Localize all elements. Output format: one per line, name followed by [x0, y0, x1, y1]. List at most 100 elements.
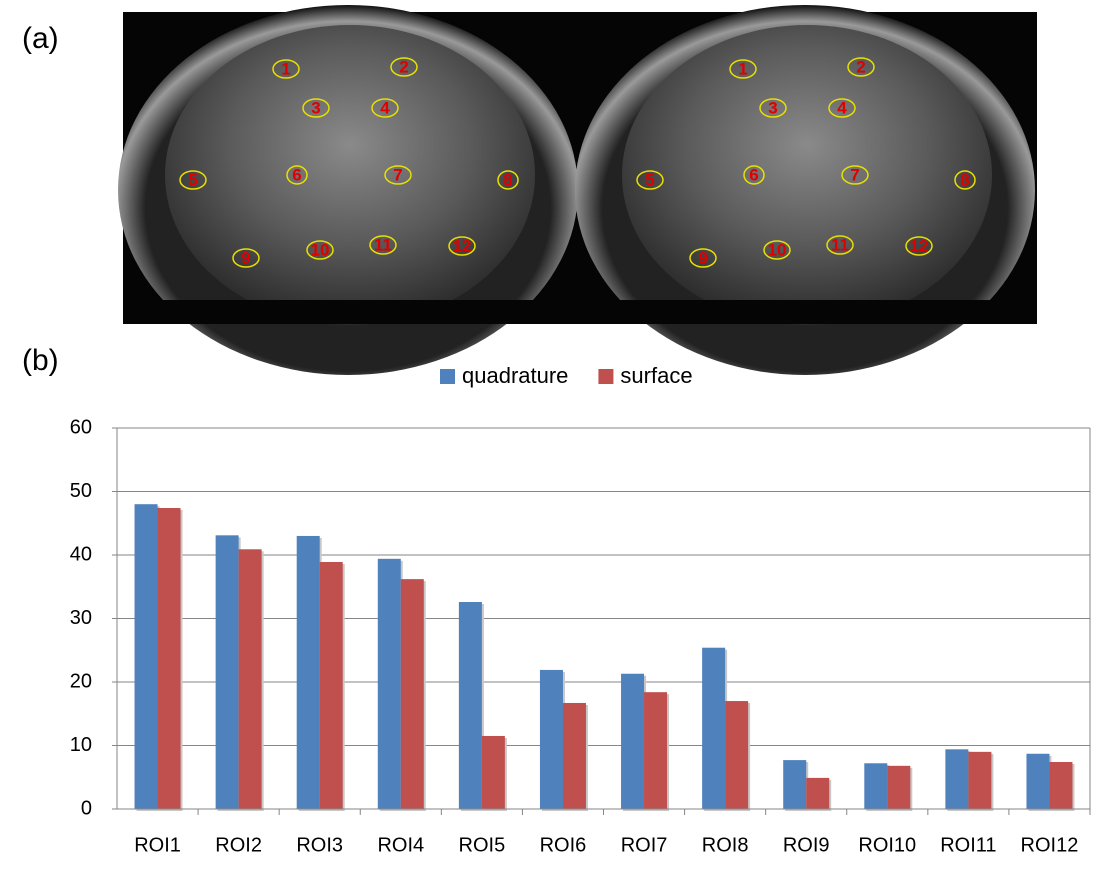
- roi-label: 4: [837, 98, 847, 117]
- bar: [296, 535, 320, 809]
- bar: [1026, 753, 1050, 809]
- legend-label: quadrature: [462, 363, 568, 388]
- x-tick-label: ROI4: [377, 834, 424, 856]
- x-tick-label: ROI1: [134, 834, 181, 856]
- roi-label: 9: [241, 248, 250, 267]
- legend-swatch: [440, 369, 455, 384]
- roi-outline: [302, 98, 330, 118]
- roi-label: 8: [960, 170, 969, 189]
- y-tick-label: 10: [70, 734, 92, 756]
- roi-outline: [954, 170, 976, 190]
- roi-outline: [759, 98, 787, 118]
- x-tick-label: ROI8: [702, 834, 749, 856]
- bar: [238, 549, 262, 809]
- bar-chart: 0 10 20 30 40 50 60 ROI1 ROI2 ROI3 ROI4 ROI5 ROI6 ROI…: [70, 363, 1091, 856]
- roi-label: 5: [645, 170, 654, 189]
- roi-outline: [306, 240, 334, 260]
- x-tick-label: ROI11: [940, 834, 996, 856]
- roi-outline: [689, 248, 717, 268]
- roi-label: 3: [311, 98, 320, 117]
- bar: [702, 647, 726, 809]
- roi-outline: [847, 57, 875, 77]
- roi-outline: [826, 235, 854, 255]
- roi-label: 10: [768, 240, 787, 259]
- bar: [539, 669, 563, 809]
- roi-outline: [743, 165, 765, 185]
- x-tick-label: ROI6: [540, 834, 587, 856]
- bar: [1049, 762, 1073, 809]
- roi-label: 3: [768, 98, 777, 117]
- roi-outline: [763, 240, 791, 260]
- roi-outline: [497, 170, 519, 190]
- bar: [621, 673, 645, 809]
- roi-label: 7: [393, 165, 402, 184]
- mri-image: [118, 5, 1037, 375]
- bar: [157, 508, 181, 809]
- roi-label: 11: [374, 235, 392, 254]
- bar: [400, 579, 424, 809]
- bar: [644, 692, 668, 809]
- panel-label: (a): [22, 22, 59, 55]
- bar: [725, 701, 749, 809]
- bar: [887, 765, 911, 809]
- roi-label: 8: [503, 170, 512, 189]
- roi-label: 12: [910, 236, 929, 255]
- y-tick-label: 50: [70, 480, 92, 502]
- roi-outline: [384, 165, 412, 185]
- bar: [968, 751, 992, 809]
- bar: [134, 504, 158, 809]
- roi-label: 1: [738, 59, 747, 78]
- roi-outline: [371, 98, 399, 118]
- bar: [458, 601, 482, 809]
- legend-swatch: [598, 369, 614, 384]
- bar: [806, 777, 830, 809]
- roi-label: 7: [850, 165, 859, 184]
- roi-outline: [286, 165, 308, 185]
- image-background: [123, 300, 1037, 324]
- brain: [165, 25, 535, 325]
- x-tick-label: ROI7: [621, 834, 668, 856]
- roi-outline: [636, 170, 664, 190]
- brain: [622, 25, 992, 325]
- roi-outline: [232, 248, 260, 268]
- bar: [319, 561, 343, 809]
- x-tick-label: ROI10: [858, 834, 916, 856]
- roi-outline: [841, 165, 869, 185]
- bar: [481, 735, 505, 809]
- bar: [864, 763, 888, 809]
- roi-outline: [729, 59, 757, 79]
- y-tick-label: 0: [81, 797, 92, 819]
- roi-outline: [448, 236, 476, 256]
- x-tick-label: ROI3: [296, 834, 343, 856]
- roi-outline: [369, 235, 397, 255]
- roi-label: 12: [453, 236, 472, 255]
- roi-label: 2: [399, 57, 408, 76]
- roi-label: 6: [749, 165, 758, 184]
- roi-outline: [905, 236, 933, 256]
- x-tick-label: ROI9: [783, 834, 830, 856]
- bar: [562, 702, 586, 809]
- roi-outline: [272, 59, 300, 79]
- y-tick-label: 60: [70, 416, 92, 438]
- roi-label: 9: [698, 248, 707, 267]
- roi-label: 2: [856, 57, 865, 76]
- bar: [377, 558, 401, 809]
- roi-label: 5: [188, 170, 197, 189]
- roi-outline: [828, 98, 856, 118]
- roi-layer: 1 23 45 6 7 89 10 11 121 23 45 6 7 89 10 11 12: [179, 57, 976, 268]
- roi-label: 11: [831, 235, 849, 254]
- roi-label: 10: [311, 240, 330, 259]
- bar: [783, 760, 807, 809]
- roi-label: 4: [380, 98, 390, 117]
- y-tick-label: 20: [70, 670, 92, 692]
- roi-label: 6: [292, 165, 301, 184]
- y-tick-label: 40: [70, 543, 92, 565]
- bar: [945, 749, 969, 809]
- roi-outline: [179, 170, 207, 190]
- bar: [215, 535, 239, 809]
- roi-outline: [390, 57, 418, 77]
- legend-label: surface: [620, 363, 692, 388]
- panel-label: (b): [22, 344, 59, 377]
- x-tick-label: ROI2: [215, 834, 262, 856]
